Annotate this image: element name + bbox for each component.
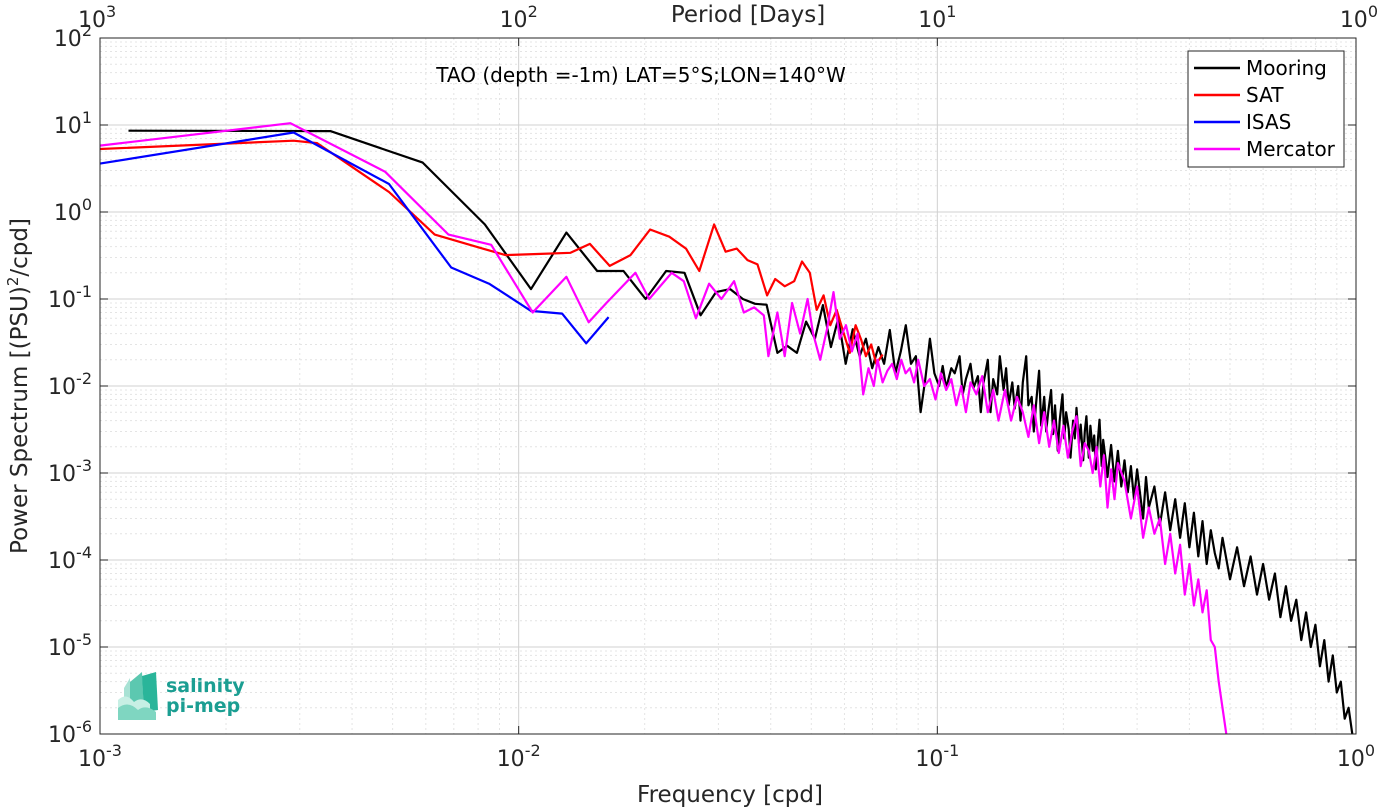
y-tick-label: 101 — [54, 108, 92, 139]
y-axis-title-tail: /cpd] — [7, 218, 33, 277]
series-line-mercator — [99, 122, 1228, 735]
series-layer — [99, 122, 1354, 735]
x-tick-label: 10-2 — [497, 741, 541, 772]
series-line-sat — [99, 139, 884, 365]
legend-box — [1187, 50, 1345, 168]
wave-logo-icon — [118, 672, 158, 720]
y-tick-label: 10-3 — [48, 456, 92, 487]
x-tick-label: 10-3 — [78, 741, 122, 772]
y-tick-label: 10-6 — [48, 717, 92, 748]
logo-line2: pi-mep — [166, 695, 240, 717]
y-tick-label: 10-4 — [48, 543, 92, 574]
y-axis-title: Power Spectrum [(PSU)2/cpd] — [4, 218, 33, 554]
top-axis-title: Period [Days] — [671, 2, 825, 28]
top-tick-label: 101 — [918, 2, 956, 33]
legend-label-mercator: Mercator — [1246, 137, 1336, 161]
top-tick-label: 103 — [78, 2, 116, 33]
logo-line1: salinity — [166, 675, 245, 697]
series-line-isas — [99, 131, 610, 345]
x-axis-title: Frequency [cpd] — [637, 782, 823, 808]
x-tick-label: 100 — [1337, 741, 1375, 772]
x-tick-label: 10-1 — [915, 741, 959, 772]
y-tick-label: 102 — [54, 21, 92, 52]
y-axis-title-sup: 2 — [4, 277, 22, 287]
y-tick-label: 10-2 — [48, 369, 92, 400]
y-tick-label: 10-1 — [48, 282, 92, 313]
y-axis-title-main: Power Spectrum [(PSU) — [7, 286, 33, 554]
legend-label-mooring: Mooring — [1246, 56, 1327, 80]
plot-annotation: TAO (depth =-1m) LAT=5°S;LON=140°W — [435, 63, 846, 87]
legend-label-isas: ISAS — [1246, 110, 1291, 134]
top-tick-label: 100 — [1340, 2, 1378, 33]
y-tick-label: 100 — [54, 195, 92, 226]
legend-label-sat: SAT — [1246, 83, 1284, 107]
legend: Mooring SAT ISAS Mercator — [1187, 50, 1345, 168]
top-tick-label: 102 — [500, 2, 538, 33]
salinity-pi-mep-logo: salinity pi-mep — [118, 672, 245, 720]
y-tick-label: 10-5 — [48, 630, 92, 661]
